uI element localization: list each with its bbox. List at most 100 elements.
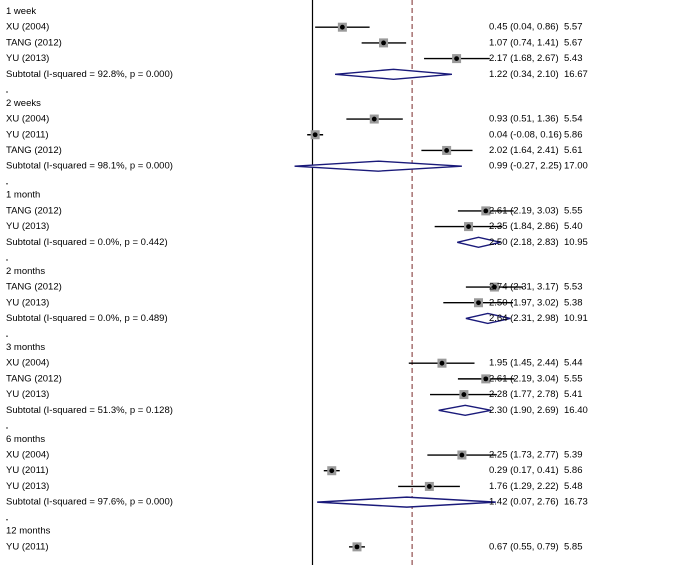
study-ci-text: 2.61 (2.19, 3.04)	[489, 373, 559, 384]
study-point	[426, 484, 432, 489]
subtotal-diamond	[294, 160, 462, 172]
study-ci-text: 2.02 (1.64, 2.41)	[489, 145, 559, 156]
subtotal-diamond	[457, 236, 501, 249]
group-label: 3 months	[6, 342, 45, 353]
study-ci-text: 2.50 (1.97, 3.02)	[489, 297, 559, 308]
study-name: YU (2013)	[6, 297, 49, 308]
study-point	[329, 468, 335, 474]
subtotal-weight: 16.73	[564, 497, 588, 508]
study-point	[444, 148, 450, 153]
study-weight: 5.39	[564, 450, 583, 461]
study-weight: 5.53	[564, 282, 583, 293]
group-label: 1 week	[6, 6, 36, 17]
subtotal-ci-text: 2.64 (2.31, 2.98)	[489, 313, 559, 324]
study-point	[466, 224, 471, 229]
subtotal-ci-text: 1.22 (0.34, 2.10)	[489, 69, 559, 80]
subtotal-weight: 16.67	[564, 69, 588, 80]
study-weight: 5.40	[564, 221, 583, 232]
study-point	[483, 208, 489, 214]
study-weight: 5.38	[564, 297, 583, 308]
subtotal-weight: 16.40	[564, 405, 588, 416]
study-point	[454, 56, 459, 61]
study-point	[476, 300, 481, 306]
study-point	[354, 544, 360, 550]
subtotal-diamond	[465, 312, 511, 325]
study-weight: 5.43	[564, 53, 583, 64]
subtotal-ci-text: 1.42 (0.07, 2.76)	[489, 497, 559, 508]
group-label: 2 weeks	[6, 98, 41, 109]
study-ci-text: 1.76 (1.29, 2.22)	[489, 481, 559, 492]
study-name: YU (2013)	[6, 389, 49, 400]
subtotal-label: Subtotal (I-squared = 98.1%, p = 0.000)	[6, 161, 173, 172]
study-name: YU (2013)	[6, 481, 49, 492]
study-name: TANG (2012)	[6, 145, 62, 156]
study-name: XU (2004)	[6, 450, 49, 461]
subtotal-label: Subtotal (I-squared = 92.8%, p = 0.000)	[6, 69, 173, 80]
subtotal-weight: 17.00	[564, 161, 588, 172]
subtotal-weight: 10.95	[564, 237, 588, 248]
subtotal-diamond	[438, 404, 492, 416]
study-name: XU (2004)	[6, 358, 49, 369]
study-name: XU (2004)	[6, 22, 49, 33]
study-point	[312, 132, 318, 138]
study-point	[371, 116, 377, 122]
study-ci-text: 2.25 (1.73, 2.77)	[489, 450, 559, 461]
group-label: 12 months	[6, 526, 51, 537]
study-point	[381, 40, 386, 46]
study-weight: 5.67	[564, 37, 583, 48]
subtotal-label: Subtotal (I-squared = 51.3%, p = 0.128)	[6, 405, 173, 416]
study-point	[339, 24, 345, 30]
study-ci-text: 2.35 (1.84, 2.86)	[489, 221, 559, 232]
study-ci-text: 2.74 (2.31, 3.17)	[489, 282, 559, 293]
subtotal-diamond	[317, 496, 496, 508]
study-weight: 5.44	[564, 358, 583, 369]
study-point	[492, 284, 497, 290]
subtotal-label: Subtotal (I-squared = 0.0%, p = 0.489)	[6, 313, 168, 324]
study-ci-text: 0.45 (0.04, 0.86)	[489, 22, 559, 33]
study-name: YU (2011)	[6, 541, 49, 552]
subtotal-weight: 10.91	[564, 313, 588, 324]
study-ci-text: 1.07 (0.74, 1.41)	[489, 37, 559, 48]
study-name: TANG (2012)	[6, 373, 62, 384]
study-name: XU (2004)	[6, 114, 49, 125]
study-name: YU (2011)	[6, 465, 49, 476]
group-label: 1 month	[6, 190, 40, 201]
study-ci-text: 2.17 (1.68, 2.67)	[489, 53, 559, 64]
study-weight: 5.85	[564, 541, 583, 552]
study-name: TANG (2012)	[6, 282, 62, 293]
study-weight: 5.86	[564, 129, 583, 140]
study-name: TANG (2012)	[6, 37, 62, 48]
study-ci-text: 0.67 (0.55, 0.79)	[489, 541, 559, 552]
study-weight: 5.48	[564, 481, 583, 492]
study-ci-text: 2.28 (1.77, 2.78)	[489, 389, 559, 400]
study-ci-text: 0.04 (-0.08, 0.16)	[489, 129, 562, 140]
study-weight: 5.54	[564, 114, 583, 125]
subtotal-label: Subtotal (I-squared = 97.6%, p = 0.000)	[6, 497, 173, 508]
study-name: YU (2013)	[6, 221, 49, 232]
study-ci-text: 0.93 (0.51, 1.36)	[489, 114, 559, 125]
study-weight: 5.55	[564, 205, 583, 216]
subtotal-ci-text: 2.30 (1.90, 2.69)	[489, 405, 559, 416]
group-label: 6 months	[6, 434, 45, 445]
study-ci-text: 1.95 (1.45, 2.44)	[489, 358, 559, 369]
study-point	[459, 452, 465, 458]
study-weight: 5.57	[564, 22, 583, 33]
subtotal-diamond	[335, 68, 452, 81]
subtotal-label: Subtotal (I-squared = 0.0%, p = 0.442)	[6, 237, 168, 248]
subtotal-ci-text: 2.50 (2.18, 2.83)	[489, 237, 559, 248]
study-weight: 5.86	[564, 465, 583, 476]
study-point	[461, 392, 467, 397]
study-name: TANG (2012)	[6, 205, 62, 216]
study-ci-text: 2.61 (2.19, 3.03)	[489, 205, 559, 216]
group-label: 2 months	[6, 266, 45, 277]
study-weight: 5.55	[564, 373, 583, 384]
study-name: YU (2011)	[6, 129, 49, 140]
subtotal-ci-text: 0.99 (-0.27, 2.25)	[489, 161, 562, 172]
study-point	[483, 376, 489, 382]
study-ci-text: 0.29 (0.17, 0.41)	[489, 465, 559, 476]
study-weight: 5.41	[564, 389, 583, 400]
study-name: YU (2013)	[6, 53, 49, 64]
study-point	[439, 360, 445, 366]
study-weight: 5.61	[564, 145, 583, 156]
